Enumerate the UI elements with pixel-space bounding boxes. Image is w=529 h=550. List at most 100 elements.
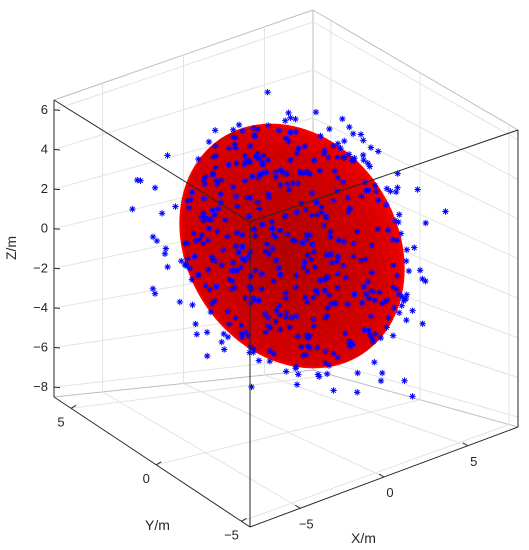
data-point: [303, 236, 310, 243]
y-tick-labels: −5 0 5: [57, 404, 247, 542]
data-point: [222, 216, 229, 224]
data-point: [409, 307, 416, 314]
data-point: [328, 259, 336, 266]
z-axis-label: Z/m: [3, 236, 19, 260]
data-point: [308, 211, 315, 219]
data-point: [375, 148, 382, 155]
data-point: [282, 368, 290, 375]
data-point: [204, 237, 212, 244]
x-tick-label: 0: [386, 485, 393, 500]
data-point: [359, 151, 367, 159]
data-point: [385, 314, 392, 321]
data-point: [259, 161, 267, 168]
data-point: [265, 122, 272, 129]
data-point: [287, 114, 294, 121]
x-tick-labels: −5 0 5: [294, 442, 477, 531]
data-point: [224, 233, 231, 240]
z-tick-mark: [53, 347, 61, 349]
data-point: [241, 257, 249, 264]
data-point: [302, 351, 310, 358]
data-point: [374, 225, 381, 233]
data-point: [277, 167, 284, 174]
data-point: [255, 357, 263, 364]
data-point: [264, 156, 272, 164]
data-point: [270, 350, 278, 358]
data-point: [346, 123, 353, 131]
data-point: [232, 314, 239, 322]
data-point: [422, 219, 429, 227]
z-grid-line: [312, 21, 519, 141]
data-point: [403, 246, 410, 253]
data-point: [265, 190, 272, 198]
data-point: [334, 174, 341, 182]
data-point: [330, 142, 337, 150]
data-point: [344, 300, 351, 308]
data-point: [250, 226, 257, 233]
data-point: [243, 194, 251, 201]
data-point: [209, 171, 216, 178]
data-point: [389, 332, 397, 339]
data-point: [257, 170, 264, 178]
data-point: [401, 377, 408, 384]
data-point: [172, 203, 179, 210]
scatter-points: [129, 88, 449, 400]
data-point: [312, 287, 320, 294]
data-point: [303, 298, 311, 305]
data-point: [208, 253, 215, 260]
data-point: [189, 301, 196, 309]
data-point: [327, 228, 334, 236]
data-point: [340, 238, 348, 246]
data-point: [322, 359, 329, 367]
data-point: [195, 271, 202, 279]
data-point: [383, 185, 391, 192]
z-tick-label: −6: [33, 340, 48, 355]
x-tick-label: −5: [299, 516, 314, 531]
data-point: [217, 190, 224, 198]
data-point: [306, 232, 314, 239]
data-point: [209, 207, 216, 214]
x-grid-line: [264, 374, 468, 447]
z-tick-mark: [53, 307, 61, 309]
data-point: [264, 314, 272, 321]
data-point: [293, 312, 300, 320]
data-point: [393, 237, 401, 244]
y-tick-mark: [241, 517, 247, 522]
data-point: [326, 291, 333, 299]
data-point: [293, 272, 300, 279]
data-point: [269, 245, 276, 253]
data-point: [323, 370, 331, 378]
x-axis-label: X/m: [351, 530, 376, 546]
data-point: [344, 194, 352, 201]
data-point: [205, 138, 213, 146]
data-point: [294, 333, 302, 340]
data-point: [181, 240, 189, 247]
box-edge: [312, 369, 519, 428]
data-point: [272, 233, 280, 241]
data-point: [234, 203, 241, 210]
data-point: [310, 157, 318, 164]
data-point: [293, 150, 301, 157]
data-point: [395, 309, 403, 316]
data-point: [350, 240, 357, 247]
data-point: [277, 326, 284, 333]
data-point: [200, 217, 207, 224]
data-point: [220, 330, 227, 338]
data-point: [322, 213, 330, 221]
data-point: [367, 144, 375, 151]
data-point: [301, 143, 309, 150]
z-tick-label: −4: [33, 300, 48, 315]
data-point: [205, 225, 213, 232]
z-tick-mark: [53, 386, 61, 389]
data-point: [331, 167, 339, 175]
data-point: [325, 362, 333, 369]
z-tick-label: −8: [33, 379, 48, 394]
data-point: [282, 289, 289, 297]
data-point: [192, 320, 199, 328]
data-point: [366, 295, 373, 302]
data-point: [387, 188, 394, 195]
data-point: [323, 251, 330, 259]
data-point: [258, 271, 266, 278]
data-point: [212, 163, 219, 171]
data-point: [304, 268, 311, 275]
y-tick-label: 0: [143, 471, 150, 486]
